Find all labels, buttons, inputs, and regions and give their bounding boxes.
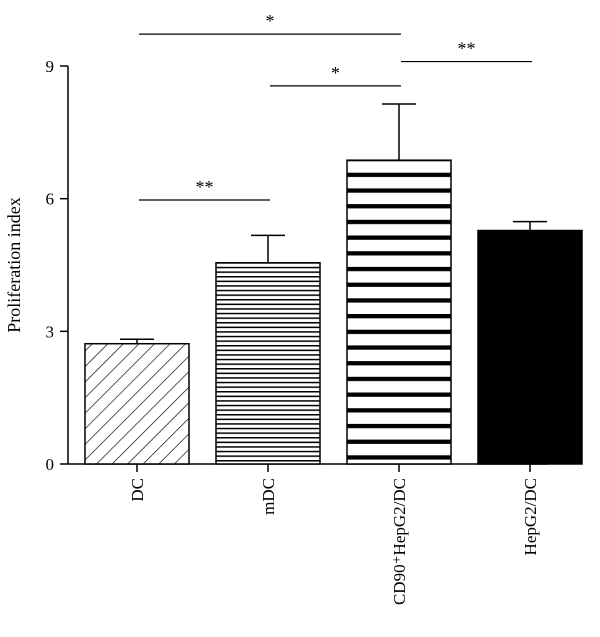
y-tick-label: 0	[46, 455, 55, 474]
significance-label: **	[196, 177, 214, 197]
significance-label: **	[458, 39, 476, 59]
y-tick-label: 3	[46, 322, 55, 341]
significance-brackets: ******	[139, 11, 532, 201]
x-category-label: mDC	[259, 478, 278, 515]
bars	[84, 103, 583, 465]
significance-label: *	[331, 63, 340, 83]
significance-label: *	[266, 11, 275, 31]
bar-1	[215, 262, 321, 465]
y-tick-label: 9	[46, 57, 55, 76]
bar-2	[346, 159, 452, 465]
bar-0	[84, 342, 190, 465]
x-category-label: HepG2/DC	[521, 478, 540, 555]
y-tick-label: 6	[46, 190, 55, 209]
bar-3	[477, 229, 583, 465]
x-category-label: DC	[128, 478, 147, 502]
y-axis-title: Proliferation index	[4, 197, 24, 332]
x-category-label: CD90⁺HepG2/DC	[390, 478, 409, 605]
